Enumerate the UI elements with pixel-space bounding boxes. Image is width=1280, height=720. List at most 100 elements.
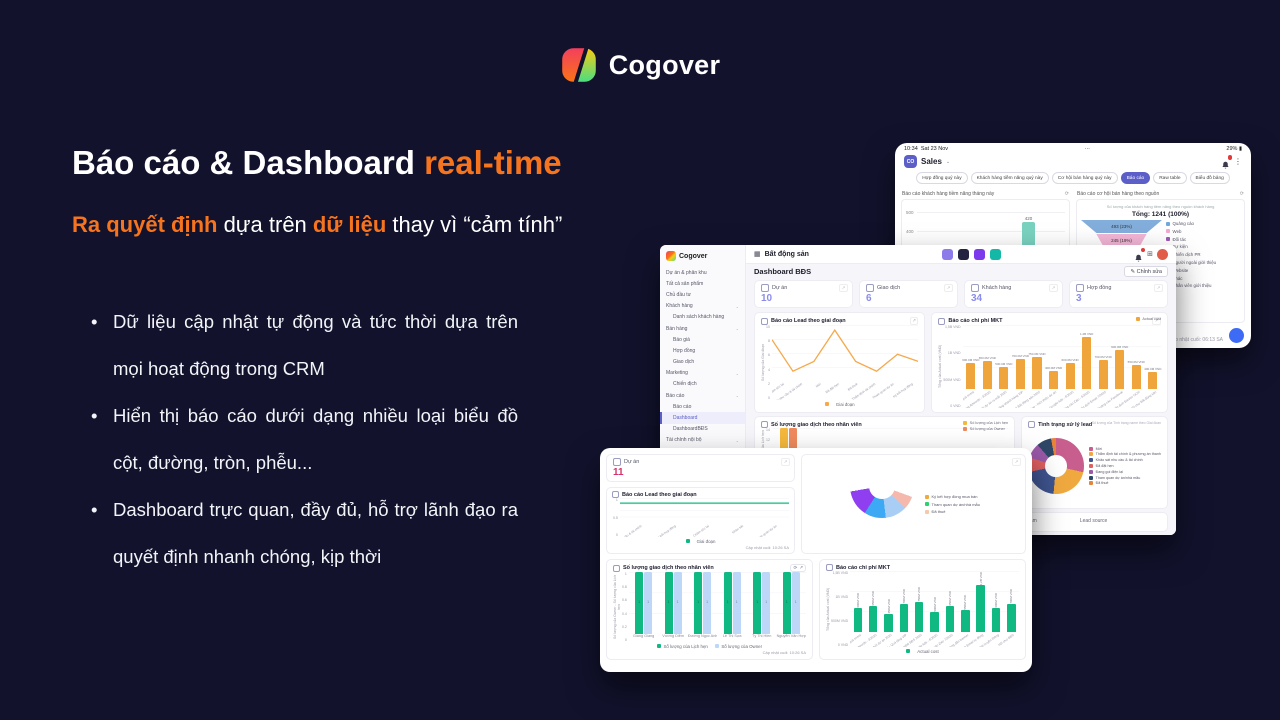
floating-action-button[interactable] <box>1229 328 1244 343</box>
bar: 750.0M VND <box>1028 325 1046 389</box>
expand-icon[interactable]: ↗ <box>781 458 790 466</box>
chart-legend: Actual cost <box>826 647 1019 655</box>
legend-item: Khảo sát nhu cầu & tài chính <box>1089 458 1161 463</box>
bar: 650M VND <box>942 571 957 632</box>
app-name: Sales <box>921 157 942 166</box>
tablet-tab[interactable]: Raw table <box>1153 172 1187 184</box>
funnel-stage: 245 (19%) <box>1096 234 1147 247</box>
bar-chart: 600.0M VND 650.0M VND 500.0M VND 700.0M VND… <box>962 325 1161 389</box>
edit-button[interactable]: ✎ Chỉnh sửa <box>1124 266 1168 277</box>
sidebar-item[interactable]: Danh sách khách hàng <box>673 314 725 321</box>
feature-bullet: Hiển thị báo cáo dưới dạng nhiều loại bi… <box>88 392 518 486</box>
tablet-tabs: Hợp đồng quý này Khách hàng tiềm năng quý… <box>895 170 1251 186</box>
brand-name: Cogover <box>608 49 721 80</box>
funnel-legend: Quảng cáo Web Đối tác Sự kiện Chiến dịch PR N… <box>1166 219 1240 288</box>
app-icon[interactable] <box>942 248 954 260</box>
bar: 1 <box>762 572 771 634</box>
sidebar-item[interactable]: Báo cáo <box>673 403 692 410</box>
sidebar-item[interactable]: Bán hàng ⌄ <box>666 325 739 332</box>
expand-icon[interactable]: ↗ <box>1049 284 1058 292</box>
tablet-tab[interactable]: Báo cáo <box>1120 172 1151 184</box>
refresh-icon[interactable]: ⟳ <box>1239 191 1244 197</box>
expand-icon[interactable]: ↗ <box>839 284 848 292</box>
last-updated-note: Cập nhật cuối: 06:13 SA <box>1168 337 1223 343</box>
sidebar-item[interactable]: Dashboard <box>660 412 745 424</box>
legend-item: Sự kiện <box>1166 244 1240 249</box>
expand-icon[interactable]: ↗ <box>909 317 919 325</box>
dashboard-topbar: ▦ Bất động sản ⊞ <box>746 245 1176 264</box>
legend-item: Đã đặt hẹn <box>1089 464 1161 468</box>
sidebar-item[interactable]: Chủ đầu tư <box>666 291 692 298</box>
feature-bullet: Dữ liệu cập nhật tự động và tức thời dựa… <box>88 298 518 392</box>
refresh-icon[interactable]: ⟳ <box>1064 191 1069 197</box>
stat-cards-row: Dự án 10 ↗ Giao dịch 6 ↗ Khách hàng 34 ↗ Hợp đồng… <box>746 279 1176 309</box>
mkt-cost-chart-card: Báo cáo chi phí MKT ↗ Actual cost Tổng củ… <box>931 312 1168 413</box>
legend-item: Website <box>1166 268 1240 273</box>
bar: 700M VND <box>896 571 911 632</box>
avatar[interactable] <box>1157 248 1168 260</box>
notification-bell-icon[interactable] <box>1134 247 1146 261</box>
bar: 1 <box>782 572 791 634</box>
legend-item: Số lượng của Lịch hẹn <box>656 644 708 649</box>
tablet-tab[interactable]: Hợp đồng quý này <box>916 172 968 184</box>
expand-icon[interactable]: ↗ <box>1154 284 1163 292</box>
sidebar-item[interactable]: Hợp đồng <box>673 347 696 354</box>
chart-legend: Actual cost <box>1135 317 1161 321</box>
y-axis-label: Tổng của Actual cost (VND) <box>826 587 830 631</box>
bar: 700.0M VND <box>1095 325 1112 389</box>
project-stat-card: Dự án 11 ↗ <box>606 454 795 482</box>
legend-item: Đang gọi điện lại <box>1089 469 1161 474</box>
legend-item: Thẩm định tài chính & phương án thanh to… <box>1089 452 1161 457</box>
cogover-logo-icon <box>666 251 676 261</box>
bar: 1 <box>664 572 673 634</box>
tablet-appbar: CO Sales ⌄ ⋮ <box>895 152 1251 170</box>
mini-lead-line-card: Báo cáo Lead theo giai đoạn 10.50 1. Xác… <box>606 487 795 554</box>
legend-item: Đã thuê <box>925 509 980 514</box>
bar: 400.0M VND <box>1045 325 1062 389</box>
last-updated-note: Cập nhật cuối: 10:26 SA <box>762 650 806 655</box>
sidebar-item[interactable]: Chiến dịch <box>673 381 697 388</box>
bar: 1 <box>753 572 762 634</box>
more-menu-icon[interactable]: ⋮ <box>1234 157 1242 166</box>
funnel-subtitle: Số lượng của khách hàng tiềm năng theo n… <box>1106 204 1215 209</box>
bar: 500.0M VND <box>995 325 1012 389</box>
chevron-down-icon[interactable]: ⌄ <box>945 158 951 165</box>
bar: 600M VND <box>988 571 1003 632</box>
bar: 1 <box>723 572 732 634</box>
tablet-tab[interactable]: Cơ hội bán hàng quý này <box>1051 172 1118 184</box>
sidebar-item[interactable]: Khách hàng ⌄ <box>666 303 739 310</box>
bar: 1 <box>732 572 741 634</box>
cogover-logo-icon <box>560 46 598 84</box>
bar: 450M VND <box>881 571 896 632</box>
notification-bell-icon[interactable] <box>1221 155 1232 169</box>
sidebar-item[interactable]: Dự án & phân khu <box>666 269 707 276</box>
tablet-tab[interactable]: Biểu đồ bảng <box>1189 172 1230 184</box>
app-icon[interactable] <box>958 248 970 260</box>
legend-item: Tham quan dự án/nhà mẫu <box>1089 475 1161 480</box>
battery-indicator: 29% ▮ <box>1226 146 1242 152</box>
app-icon[interactable] <box>990 248 1002 260</box>
tablet-statusbar: 10:34 Sat 23 Nov ··· 29% ▮ <box>904 146 1242 152</box>
bar: 400.0M VND <box>1144 325 1161 389</box>
card-toolbar[interactable]: ⟳ ↗ <box>790 564 806 572</box>
legend-item: Ký kết hợp đồng mua bán <box>925 494 980 499</box>
expand-icon[interactable]: ↗ <box>1152 317 1161 325</box>
tablet-tab[interactable]: Khách hàng tiềm năng quý này <box>970 172 1049 184</box>
sidebar-item[interactable]: Giao dịch <box>673 359 695 366</box>
app-icon[interactable] <box>974 248 986 260</box>
bar: 1 <box>703 572 712 634</box>
sidebar-item[interactable]: Báo cáo ⌄ <box>666 392 739 399</box>
expand-icon[interactable]: ↗ <box>944 284 953 292</box>
sidebar-item[interactable]: Marketing ⌄ <box>666 370 739 377</box>
funnel-total: Tổng: 1241 (100%) <box>1131 211 1190 218</box>
apps-grid-icon[interactable]: ⊞ <box>1147 251 1153 258</box>
expand-icon[interactable]: ↗ <box>1012 458 1021 466</box>
page-subtitle: Ra quyết định dựa trên dữ liệu thay vì “… <box>72 212 563 237</box>
notification-badge <box>1227 155 1232 160</box>
sidebar-item[interactable]: Tài chính nội bộ ⌄ <box>666 437 739 444</box>
sidebar-item[interactable]: Tất cả sản phẩm <box>666 280 704 287</box>
sidebar-item[interactable]: Báo giá <box>673 336 690 343</box>
sidebar-item[interactable]: DashboardBĐS <box>673 426 708 433</box>
